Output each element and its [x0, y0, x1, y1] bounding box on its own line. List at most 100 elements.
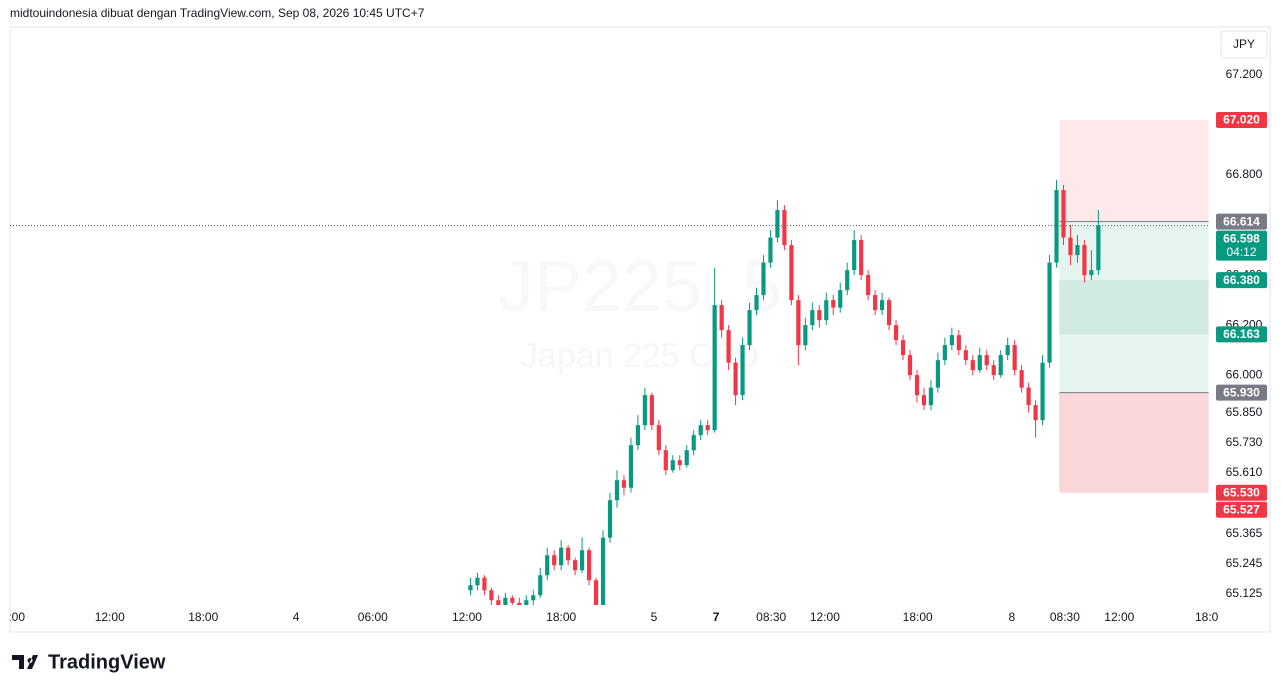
x-tick-label: 5 — [651, 610, 658, 624]
candle-body — [754, 295, 759, 311]
candle-body — [998, 355, 1003, 376]
candle-body — [607, 500, 613, 538]
candle-body — [573, 560, 578, 571]
candle-body — [886, 300, 892, 326]
candle-body — [510, 597, 515, 603]
candle-body — [733, 362, 738, 396]
candle-body — [663, 450, 668, 471]
candle-body — [705, 425, 710, 431]
price-countdown: 04:12 — [1226, 245, 1256, 259]
candle-body — [670, 460, 675, 471]
logo-icon — [12, 655, 38, 669]
candle-body — [1089, 270, 1094, 276]
candle-body — [956, 335, 961, 351]
y-tick-label: 66.000 — [1226, 367, 1263, 381]
candle-body — [921, 395, 927, 406]
candle-body — [726, 330, 731, 363]
candle-body — [1054, 190, 1059, 263]
candle-body — [817, 310, 822, 321]
y-tick-label: 67.200 — [1226, 67, 1263, 81]
candle-body — [517, 602, 522, 605]
price-label: 65.527 — [1223, 502, 1260, 516]
candle-body — [698, 425, 703, 436]
candle-body — [796, 300, 801, 346]
price-label-box — [1216, 484, 1267, 501]
candle-body — [991, 365, 996, 376]
candle-body — [880, 300, 885, 311]
candle-body — [545, 555, 550, 576]
candle-body — [1047, 262, 1052, 363]
candle-body — [866, 275, 871, 296]
candle-body — [747, 310, 752, 346]
candle-body — [873, 295, 878, 311]
candle-body — [1061, 190, 1066, 238]
candle-body — [893, 325, 899, 341]
x-tick-label: 08:30 — [756, 610, 786, 624]
candle-body — [928, 387, 934, 406]
candle-body — [1019, 370, 1024, 388]
price-label-box — [1216, 384, 1267, 401]
price-label-box — [1216, 272, 1267, 289]
x-tick-label: 08:30 — [1050, 610, 1080, 624]
watermark-symbol: JP225, 5 — [498, 247, 782, 327]
candle-body — [482, 577, 487, 591]
x-tick-label: 12:00 — [452, 610, 482, 624]
candle-body — [1068, 237, 1073, 256]
candle-body — [468, 585, 473, 591]
y-tick-label: 65.730 — [1226, 435, 1263, 449]
price-label: 66.598 — [1223, 231, 1260, 245]
candle-body — [600, 537, 606, 605]
candle-body — [970, 360, 975, 371]
candle-body — [761, 262, 766, 296]
candle-body — [503, 597, 508, 605]
candle-body — [907, 355, 913, 376]
price-label-box — [1216, 213, 1267, 230]
candle-body — [852, 240, 857, 271]
candle-body — [984, 355, 989, 366]
candle-body — [1040, 362, 1045, 421]
tradingview-logo: TradingView — [12, 651, 166, 673]
candle-body — [914, 375, 920, 396]
candle-body — [900, 340, 906, 356]
candle-body — [656, 425, 661, 451]
candle-body — [949, 335, 954, 346]
candle-body — [1033, 405, 1038, 421]
candle-body — [775, 210, 780, 238]
position-zone — [1059, 280, 1209, 335]
y-tick-label: 65.125 — [1226, 586, 1263, 600]
candle-body — [642, 395, 647, 426]
candle-body — [677, 460, 682, 466]
candle-body — [614, 480, 620, 501]
price-label: 65.930 — [1223, 385, 1260, 399]
candle-body — [719, 305, 724, 331]
currency-button[interactable] — [1220, 30, 1268, 59]
price-label: 67.020 — [1223, 113, 1260, 127]
x-tick-label: 12:00 — [810, 610, 840, 624]
candle-body — [838, 290, 843, 308]
price-label: 65.530 — [1223, 485, 1260, 499]
price-label-box — [1216, 230, 1267, 261]
logo-text: TradingView — [48, 651, 166, 673]
candle-body — [531, 595, 536, 601]
candle-body — [580, 550, 585, 571]
candle-body — [691, 435, 696, 451]
candle-body — [1026, 387, 1031, 406]
candle-body — [621, 480, 627, 488]
x-tick-label: 06:00 — [358, 610, 388, 624]
x-tick-label: 7 — [713, 610, 720, 624]
price-label: 66.380 — [1223, 273, 1260, 287]
candle-body — [649, 395, 654, 426]
candle-body — [1082, 245, 1087, 276]
candle-body — [1012, 345, 1017, 371]
y-tick-label: 65.850 — [1226, 405, 1263, 419]
candle-body — [559, 547, 564, 566]
candle-body — [684, 450, 689, 466]
x-tick-label: 8 — [1009, 610, 1016, 624]
position-zone — [1059, 120, 1209, 222]
x-tick-label: 18:00 — [1195, 610, 1225, 624]
currency-label[interactable]: JPY — [1233, 37, 1255, 51]
candle-body — [935, 360, 940, 388]
header-text: midtouindonesia dibuat dengan TradingVie… — [10, 6, 425, 20]
